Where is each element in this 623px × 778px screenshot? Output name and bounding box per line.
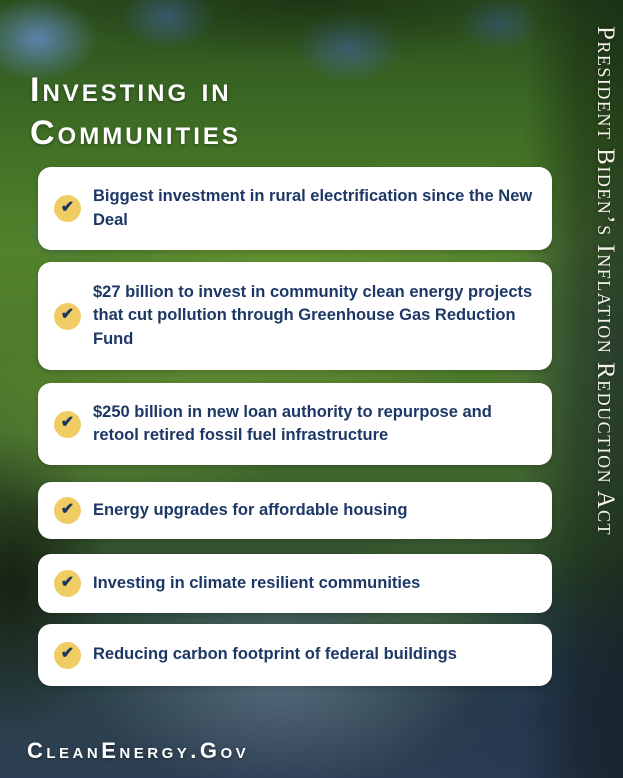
check-icon: ✔ <box>54 570 81 597</box>
check-icon: ✔ <box>54 195 81 222</box>
check-icon: ✔ <box>54 497 81 524</box>
check-icon: ✔ <box>54 641 81 669</box>
list-item: ✔ $250 billion in new loan authority to … <box>38 383 552 465</box>
checklist: ✔ Biggest investment in rural electrific… <box>38 167 552 686</box>
list-item-text: Reducing carbon footprint of federal bui… <box>93 645 457 664</box>
side-banner: President Biden’s Inflation Reduction Ac… <box>592 26 619 537</box>
list-item: ✔ Biggest investment in rural electrific… <box>38 167 552 250</box>
list-item-text: Energy upgrades for affordable housing <box>93 500 408 519</box>
list-item-text: $27 billion to invest in community clean… <box>93 282 533 348</box>
check-icon: ✔ <box>54 410 81 438</box>
list-item-text: Biggest investment in rural electrificat… <box>93 187 533 229</box>
list-item-text: Investing in climate resilient communiti… <box>93 573 421 592</box>
page-title: Investing in Communities <box>30 70 241 152</box>
list-item-text: $250 billion in new loan authority to re… <box>93 402 492 444</box>
check-icon: ✔ <box>54 302 81 330</box>
list-item: ✔ Reducing carbon footprint of federal b… <box>38 624 552 686</box>
list-item: ✔ $27 billion to invest in community cle… <box>38 262 552 370</box>
list-item: ✔ Energy upgrades for affordable housing <box>38 482 552 539</box>
list-item: ✔ Investing in climate resilient communi… <box>38 554 552 613</box>
footer-link[interactable]: CleanEnergy.Gov <box>27 738 250 763</box>
